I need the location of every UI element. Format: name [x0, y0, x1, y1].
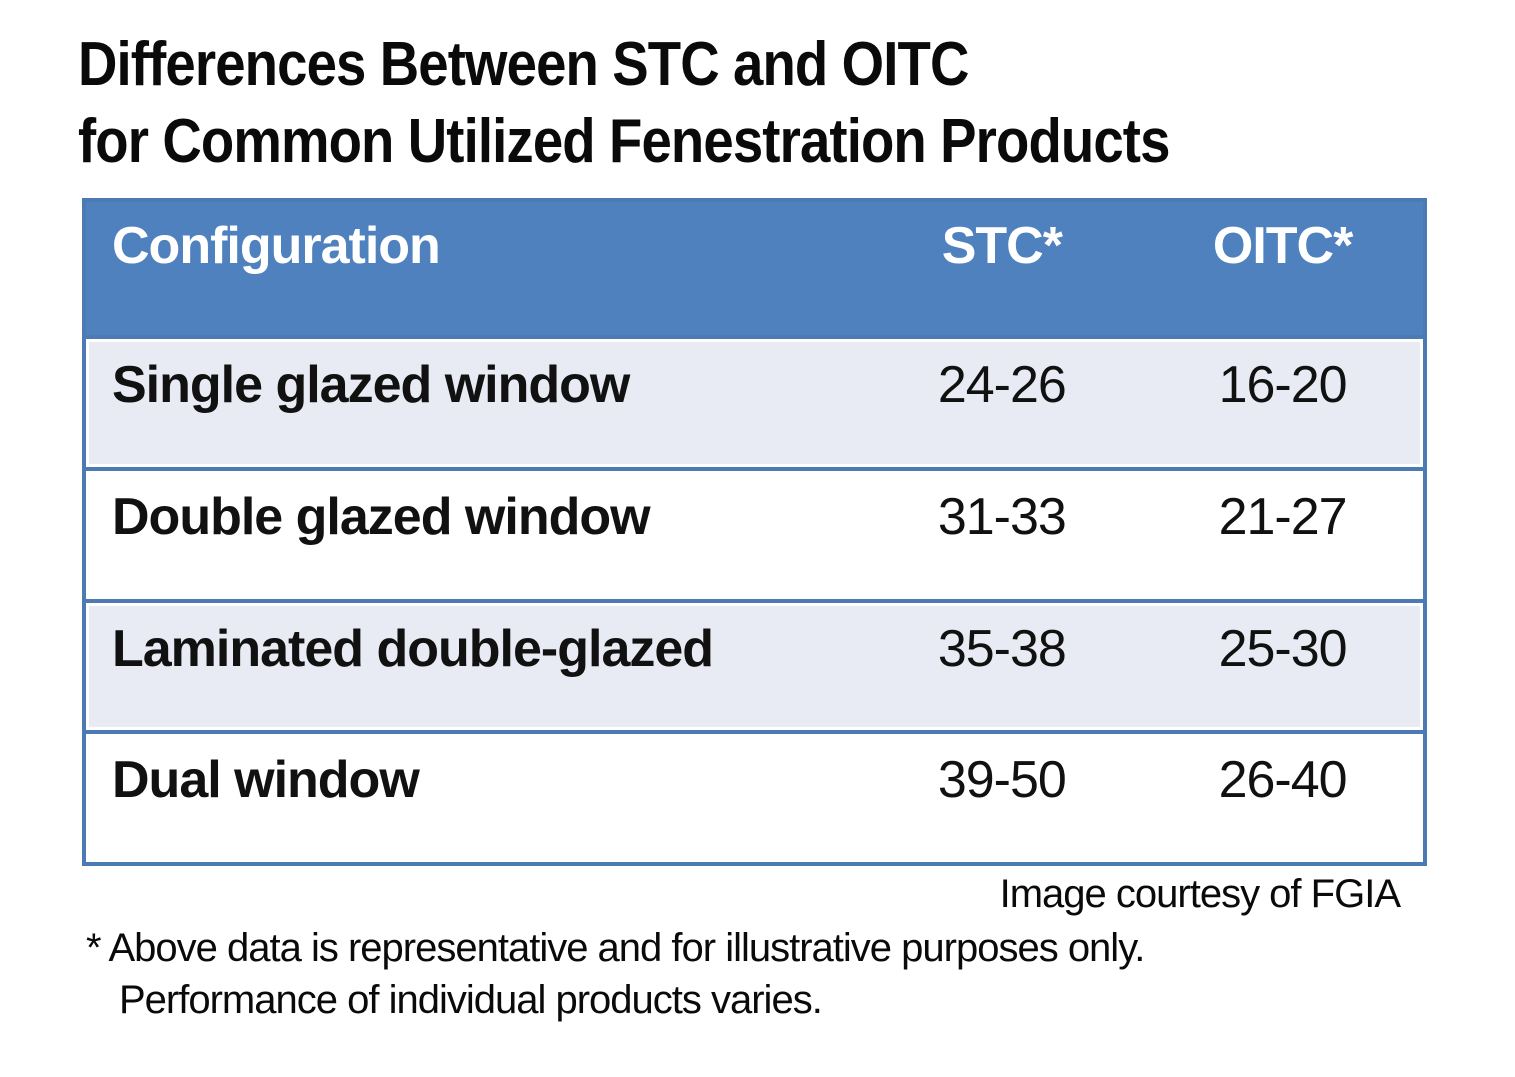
cell-stc: 24-26	[937, 356, 1067, 414]
cell-stc: 35-38	[937, 619, 1067, 678]
table-header-row: Configuration STC* OITC*	[86, 202, 1423, 335]
cell-oitc: 21-27	[1218, 487, 1348, 546]
footnote-line2: Performance of individual products varie…	[119, 978, 823, 1022]
stc-oitc-table: Configuration STC* OITC* Single glazed w…	[82, 198, 1427, 866]
cell-stc: 39-50	[937, 751, 1067, 810]
cell-configuration: Dual window	[112, 751, 420, 810]
footnote: * Above data is representative and for i…	[86, 922, 1145, 1026]
column-header-stc: STC*	[941, 217, 1063, 275]
table-row: Single glazed window 24-26 16-20	[86, 335, 1423, 467]
footnote-line1: * Above data is representative and for i…	[86, 926, 1145, 970]
cell-stc: 31-33	[937, 487, 1067, 546]
column-header-configuration: Configuration	[112, 217, 441, 275]
table-row: Double glazed window 31-33 21-27	[86, 466, 1423, 599]
cell-configuration: Single glazed window	[112, 356, 630, 414]
cell-oitc: 26-40	[1218, 751, 1348, 810]
page-title-line2: for Common Utilized Fenestration Product…	[78, 107, 1170, 176]
column-header-oitc: OITC*	[1212, 217, 1353, 275]
table-row: Dual window 39-50 26-40	[86, 730, 1423, 862]
cell-configuration: Laminated double-glazed	[112, 619, 714, 678]
table-row: Laminated double-glazed 35-38 25-30	[86, 598, 1423, 731]
image-credit: Image courtesy of FGIA	[999, 872, 1401, 916]
page-title: Differences Between STC and OITC for Com…	[78, 26, 1170, 180]
cell-oitc: 25-30	[1218, 619, 1348, 678]
cell-configuration: Double glazed window	[112, 487, 651, 546]
page-title-line1: Differences Between STC and OITC	[78, 30, 969, 99]
cell-oitc: 16-20	[1218, 356, 1348, 414]
